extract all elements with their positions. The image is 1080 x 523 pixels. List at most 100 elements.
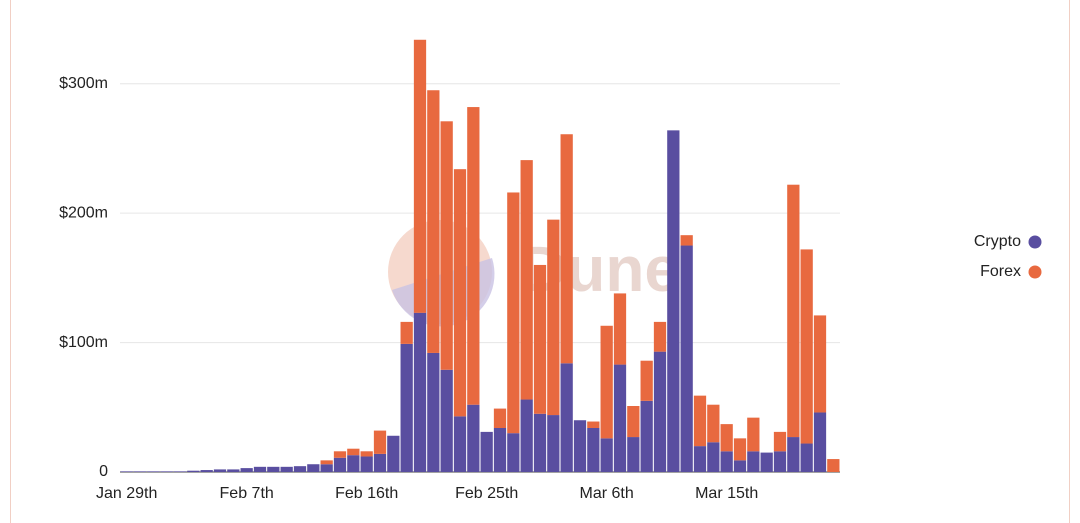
bar-segment [413,39,427,313]
y-tick-label: 0 [99,463,108,480]
y-tick-label: $200m [59,204,108,221]
bar-segment [120,471,133,472]
bar-segment [613,293,627,365]
bar-segment [173,471,187,472]
watermark-text: Dune [520,233,680,305]
bar-segment [507,433,520,472]
legend-marker [1028,265,1042,279]
bar-segment [280,466,293,472]
bar-segment [640,360,653,401]
bar-segment [533,264,547,414]
legend-label: Forex [980,263,1021,280]
bar-segment [547,219,560,416]
bar-segment [813,315,827,413]
bar-segment [667,130,680,472]
bar-segment [307,464,320,472]
bar-segment [373,430,387,454]
bar-segment [560,134,573,364]
bar-segment [827,459,840,472]
bar-segment [520,399,533,472]
bar-segment [453,169,467,417]
bar-segment [653,321,667,352]
x-tick-label: Jan 29th [96,485,157,502]
bar-segment [600,325,613,439]
bar-segment [773,451,787,472]
bar-segment [693,395,707,447]
bar-segment [800,443,813,472]
bar-segment [680,245,693,472]
bar-segment [760,452,773,472]
x-tick-label: Feb 7th [220,485,274,502]
bar-segment [240,468,253,472]
bar-segment [720,424,733,452]
bar-segment [427,90,440,353]
bar-segment [747,451,760,472]
bar-segment [160,471,173,472]
bar-segment [627,406,640,438]
bar-segment [360,451,373,457]
bar-segment [573,420,587,472]
bar-segment [493,428,507,472]
x-tick-label: Mar 6th [580,485,634,502]
bar-segment [480,431,493,472]
bar-segment [227,469,240,472]
bar-segment [733,460,747,472]
bar-segment [440,369,453,472]
bar-segment [733,438,747,461]
bar-segment [200,470,213,472]
bar-segment [613,364,627,472]
bar-segment [347,448,360,456]
bar-segment [680,235,693,246]
bar-segment [787,437,800,472]
bar-segment [320,460,333,465]
bar-segment [653,351,667,472]
bar-segment [360,456,373,472]
x-tick-label: Mar 15th [695,485,758,502]
bar-segment [693,446,707,472]
bar-segment [467,404,480,472]
bar-segment [267,466,280,472]
bar-segment [400,321,413,344]
y-tick-label: $300m [59,75,108,92]
bar-segment [707,404,720,443]
bar-segment [347,455,360,472]
bar-segment [813,412,827,472]
bar-segment [373,453,387,472]
bar-segment [493,408,507,428]
bar-segment [507,192,520,434]
bar-segment [253,466,267,472]
bar-segment [560,363,573,472]
bar-segment [787,184,800,438]
bar-segment [587,428,600,472]
legend-marker [1028,235,1042,249]
y-tick-label: $100m [59,334,108,351]
bar-segment [773,431,787,452]
bar-segment [187,470,200,472]
bar-segment [320,464,333,472]
bar-segment [747,417,760,452]
bar-segment [640,400,653,472]
bar-segment [453,416,467,472]
x-tick-label: Feb 16th [335,485,398,502]
bar-segment [427,352,440,472]
bar-segment [440,121,453,370]
bar-segment [627,437,640,472]
bar-segment [293,466,307,472]
bar-segment [387,435,400,472]
bar-segment [533,413,547,472]
bar-segment [213,469,227,472]
bar-segment [600,438,613,472]
bar-segment [520,160,533,400]
legend-label: Crypto [974,233,1021,250]
bar-segment [333,457,347,472]
bar-segment [547,415,560,472]
bar-segment [147,471,160,472]
x-tick-label: Feb 25th [455,485,518,502]
bar-segment [133,471,147,472]
bar-segment [467,107,480,405]
bar-segment [720,451,733,472]
bar-segment [400,343,413,472]
bar-segment [333,451,347,458]
bar-segment [413,312,427,472]
